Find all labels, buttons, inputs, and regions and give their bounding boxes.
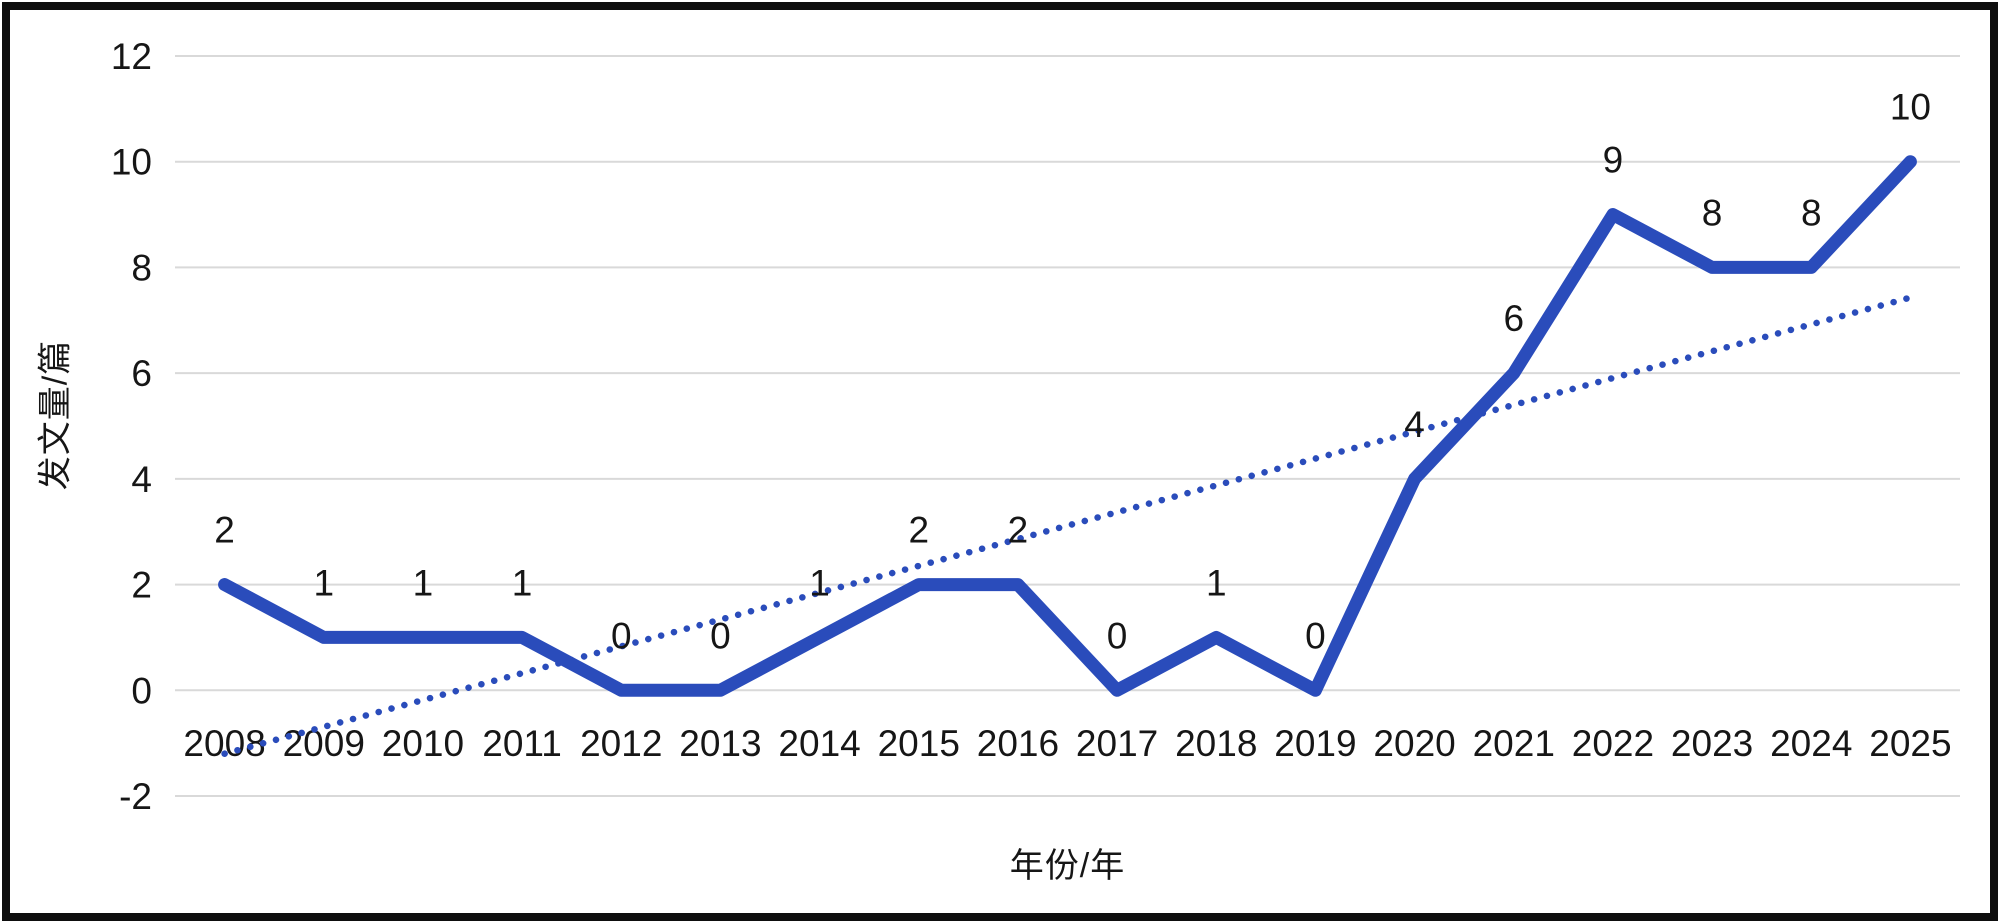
y-tick-label: 0 — [131, 670, 152, 711]
data-label: 0 — [1305, 615, 1326, 656]
x-tick-label: 2019 — [1274, 723, 1356, 764]
data-label: 1 — [313, 562, 334, 603]
data-label: 0 — [611, 615, 632, 656]
y-tick-label: 6 — [131, 353, 152, 394]
data-label: 0 — [710, 615, 731, 656]
x-tick-label: 2011 — [482, 723, 562, 764]
data-label: 6 — [1503, 298, 1524, 339]
x-tick-label: 2017 — [1076, 723, 1158, 764]
x-tick-label: 2016 — [977, 723, 1059, 764]
data-label: 2 — [214, 510, 235, 551]
data-label: 1 — [413, 562, 434, 603]
y-tick-label: -2 — [119, 776, 152, 817]
data-label: 8 — [1801, 192, 1822, 233]
data-label: 1 — [512, 562, 533, 603]
x-tick-label: 2015 — [878, 723, 960, 764]
x-tick-label: 2020 — [1373, 723, 1455, 764]
data-label: 2 — [1008, 510, 1029, 551]
x-tick-label: 2012 — [580, 723, 662, 764]
data-label: 1 — [1206, 562, 1227, 603]
y-tick-label: 4 — [131, 459, 152, 500]
x-tick-label: 2025 — [1869, 723, 1951, 764]
x-tick-label: 2021 — [1473, 723, 1555, 764]
data-label: 10 — [1890, 87, 1931, 128]
data-label: 2 — [908, 510, 929, 551]
data-label: 8 — [1702, 192, 1723, 233]
y-tick-label: 2 — [131, 565, 152, 606]
x-axis-title: 年份/年 — [1009, 847, 1126, 885]
y-axis-title: 发文量/篇 — [36, 339, 75, 491]
data-label: 0 — [1107, 615, 1128, 656]
y-tick-label: 8 — [131, 247, 152, 288]
data-label: 4 — [1404, 404, 1425, 445]
x-tick-label: 2009 — [283, 723, 365, 764]
x-tick-label: 2024 — [1770, 723, 1852, 764]
x-tick-label: 2013 — [679, 723, 761, 764]
x-tick-label: 2008 — [183, 723, 265, 764]
data-label: 1 — [809, 562, 830, 603]
y-tick-label: 12 — [111, 36, 152, 77]
x-tick-label: 2023 — [1671, 723, 1753, 764]
series-line — [218, 155, 1917, 697]
x-tick-label: 2014 — [778, 723, 860, 764]
y-tick-label: 10 — [111, 142, 152, 183]
data-label: 9 — [1603, 140, 1624, 181]
x-tick-label: 2010 — [382, 723, 464, 764]
x-tick-label: 2018 — [1175, 723, 1257, 764]
x-tick-label: 2022 — [1572, 723, 1654, 764]
trendline — [221, 294, 1914, 757]
